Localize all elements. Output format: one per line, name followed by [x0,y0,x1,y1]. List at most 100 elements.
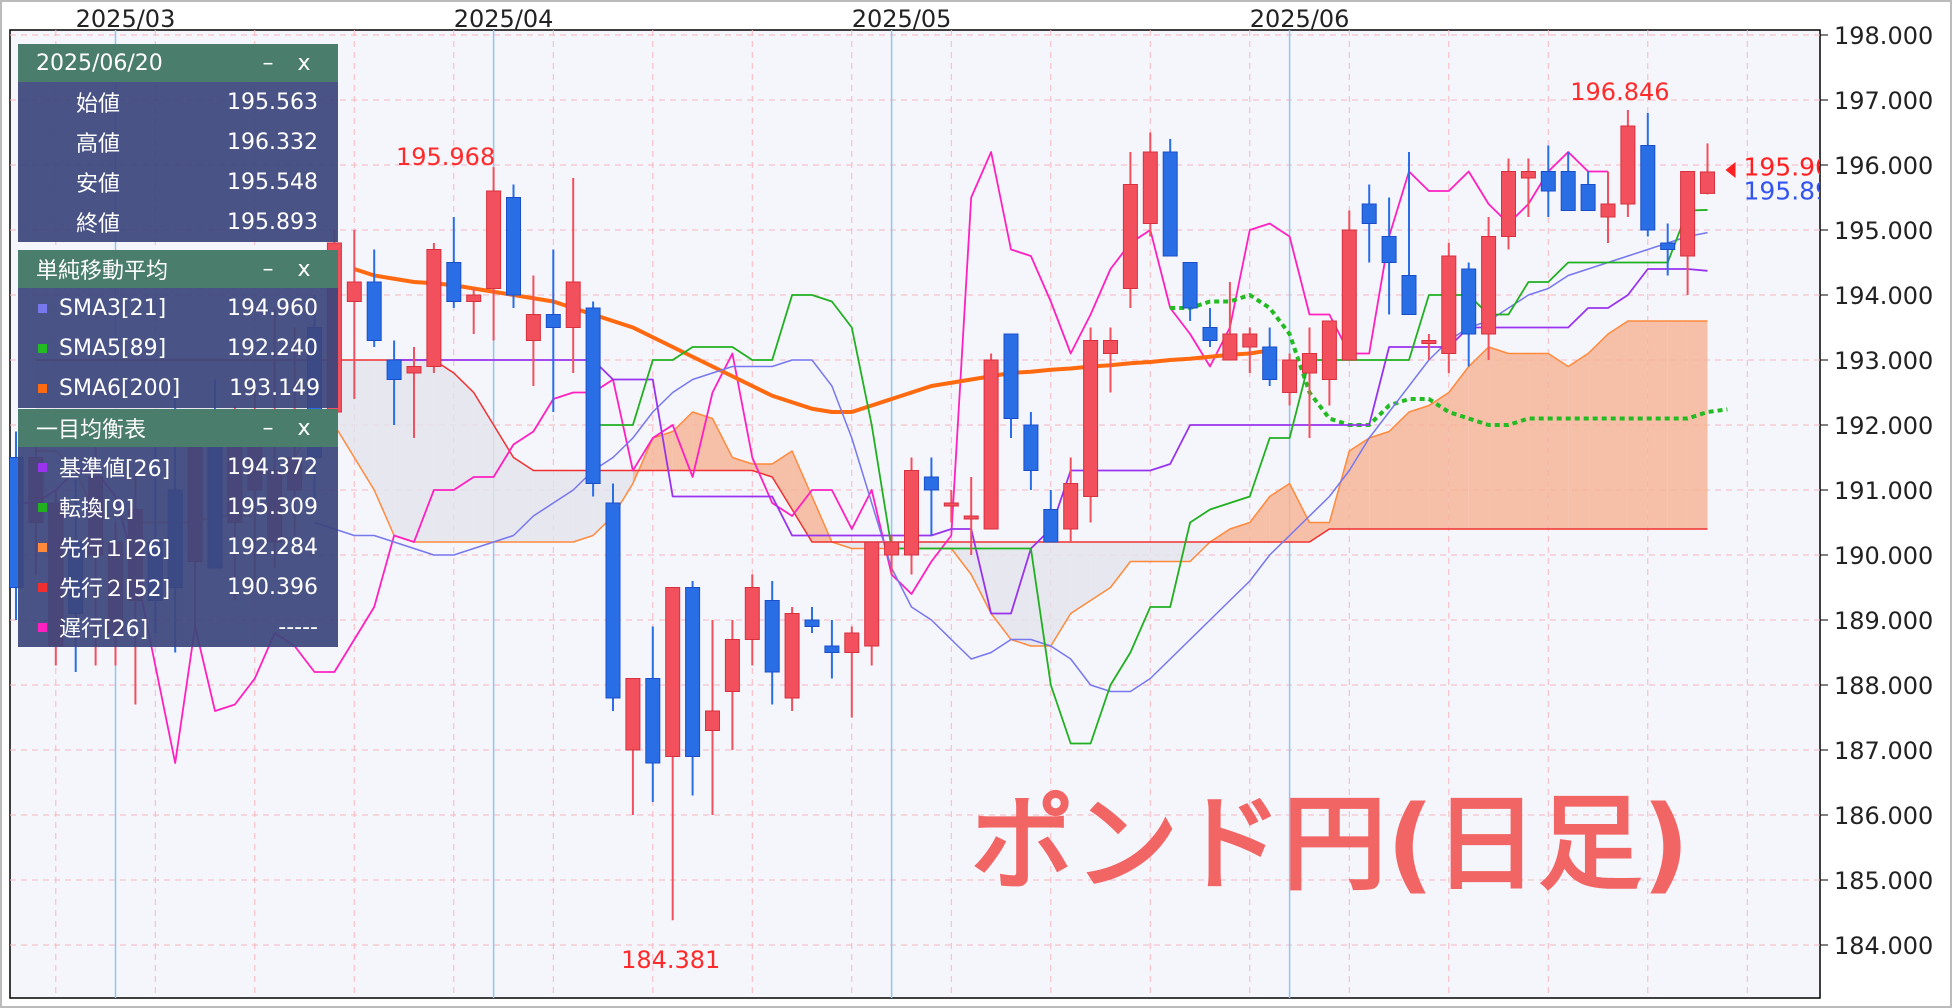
ohlc-label: 安値 [76,172,121,197]
cloud-segment [453,373,474,542]
close-button[interactable]: x [297,50,311,76]
candle-body [506,197,521,296]
y-tick-label: 195.000 [1834,217,1933,245]
candle-body [1520,171,1536,179]
cloud-segment [553,470,574,542]
ichimoku-label: 先行２[52] [59,577,171,602]
cloud-segment [433,360,454,542]
minimize-button[interactable]: – [262,415,274,441]
candle-body [1461,268,1477,335]
cloud-segment [1110,542,1131,588]
high-label: 196.846 [1570,78,1669,106]
y-tick-label: 189.000 [1834,607,1933,635]
candle-body [1083,340,1099,497]
cloud-segment [513,457,534,542]
cloud-segment [1647,321,1668,529]
ichimoku-panel: 一目均衡表 – x 基準値[26] 194.372 転換[9] 195.309 … [18,409,338,647]
cloud-segment [732,457,753,471]
ohlc-label: 高値 [76,132,121,157]
ohlc-row-low: 安値 195.548 [18,162,338,202]
cloud-segment [1011,542,1031,646]
candle-body [466,294,482,302]
y-tick-label: 194.000 [1834,282,1933,310]
cloud-segment [1150,542,1171,562]
close-button[interactable]: x [297,415,311,441]
cloud-segment [1369,431,1390,529]
cloud-segment [951,542,972,575]
ichimoku-label: 基準値[26] [59,457,171,482]
candle-body [804,619,820,627]
cloud-segment [712,418,733,471]
sma-panel-header: 単純移動平均 – x [18,250,338,288]
candle-body [1142,151,1158,224]
candle-body [744,587,760,640]
candle-body [346,281,362,302]
cloud-segment [991,542,1011,640]
candle-body [764,600,780,673]
legend-swatch [38,383,47,393]
minimize-button[interactable]: – [262,256,274,282]
x-tick-label: 2025/05 [852,5,952,33]
candle-body [1501,171,1516,237]
candle-body [1640,145,1656,231]
candle-body [1381,236,1397,263]
close-button[interactable]: x [297,256,311,282]
ichimoku-row: 転換[9] 195.309 [18,487,338,527]
legend-swatch [38,303,47,313]
cloud-segment [1588,334,1608,529]
candle-body [545,314,561,328]
ohlc-value: 195.893 [227,209,318,235]
sma-value: 192.240 [227,335,318,361]
candle-body [784,613,800,699]
cloud-segment [1428,392,1449,529]
cloud-segment [1448,366,1469,529]
candle-body [1122,184,1138,289]
cloud-segment [1050,542,1071,646]
candle-body [1620,125,1636,205]
swing-high-label: 195.968 [396,143,495,171]
x-tick-label: 2025/06 [1250,5,1350,33]
ohlc-label: 始値 [76,92,121,117]
cloud-segment [1309,522,1330,542]
sma-value: 193.149 [229,375,321,401]
candle-body [1441,255,1457,354]
minimize-button[interactable]: – [262,50,274,76]
y-tick-label: 198.000 [1834,22,1933,50]
candle-body [685,587,701,757]
ohlc-row-high: 高値 196.332 [18,122,338,162]
legend-swatch [38,582,47,592]
candle-body [1321,320,1337,380]
sma-panel: 単純移動平均 – x SMA3[21] 194.960 SMA5[89] 192… [18,250,338,408]
cloud-segment [414,360,434,542]
ichimoku-row: 先行１[26] 192.284 [18,527,338,567]
ohlc-date: 2025/06/20 [36,50,163,76]
cloud-segment [1568,353,1589,529]
candle-body [386,359,402,380]
candle-body [1262,346,1278,380]
legend-swatch [38,622,47,632]
cloud-segment [1627,321,1648,529]
candle-body [1302,353,1317,374]
ohlc-label: 終値 [76,212,121,237]
sma-label: SMA6[200] [59,375,181,401]
candle-body [1700,171,1715,194]
ohlc-row-open: 始値 195.563 [18,82,338,122]
candle-body [1600,203,1616,218]
last-close-price: 195.893 [1744,176,1847,205]
candle-body [1162,151,1178,257]
cloud-segment [1170,542,1191,562]
ichimoku-row: 遅行[26] ----- [18,607,338,647]
candle-body [406,366,422,374]
candle-body [884,541,900,556]
cloud-segment [1488,347,1509,529]
y-tick-label: 192.000 [1834,412,1933,440]
legend-swatch [38,343,47,353]
candle-body [1043,509,1059,543]
y-tick-label: 191.000 [1834,477,1933,505]
cloud-segment [1070,542,1091,614]
ichimoku-value: 194.372 [227,454,318,480]
y-tick-label: 193.000 [1834,347,1933,375]
candle-body [1421,340,1437,344]
candle-body [1282,359,1298,393]
